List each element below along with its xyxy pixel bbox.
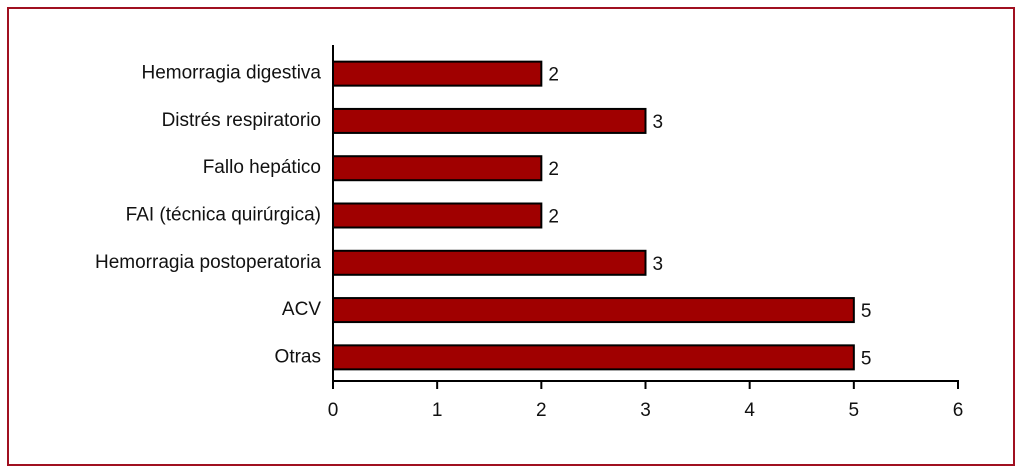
- bar: [332, 249, 647, 276]
- x-tick-label: 0: [328, 400, 339, 421]
- x-tick-label: 4: [744, 400, 755, 421]
- bar: [332, 155, 543, 182]
- x-tick-label: 1: [432, 400, 443, 421]
- x-tick-label: 6: [953, 400, 964, 421]
- bar: [332, 297, 855, 324]
- value-label: 2: [548, 159, 559, 180]
- y-tick-label: Hemorragia postoperatoria: [95, 252, 321, 273]
- bar: [332, 344, 855, 371]
- x-tick-label: 3: [640, 400, 651, 421]
- value-label: 3: [653, 254, 664, 275]
- bar: [332, 202, 543, 229]
- frame: [7, 7, 1015, 466]
- value-label: 5: [861, 301, 872, 322]
- bar: [332, 60, 543, 87]
- x-tick-label: 5: [849, 400, 860, 421]
- y-tick-label: Fallo hepático: [203, 157, 321, 178]
- y-tick-label: Distrés respiratorio: [162, 110, 321, 131]
- value-label: 5: [861, 348, 872, 369]
- value-label: 2: [548, 207, 559, 228]
- y-tick-label: Hemorragia digestiva: [141, 63, 321, 84]
- value-label: 3: [653, 112, 664, 133]
- y-tick-label: Otras: [275, 346, 321, 367]
- y-tick-label: ACV: [282, 299, 321, 320]
- value-label: 2: [548, 65, 559, 86]
- bar: [332, 107, 647, 134]
- x-tick-label: 2: [536, 400, 547, 421]
- y-tick-label: FAI (técnica quirúrgica): [126, 205, 321, 226]
